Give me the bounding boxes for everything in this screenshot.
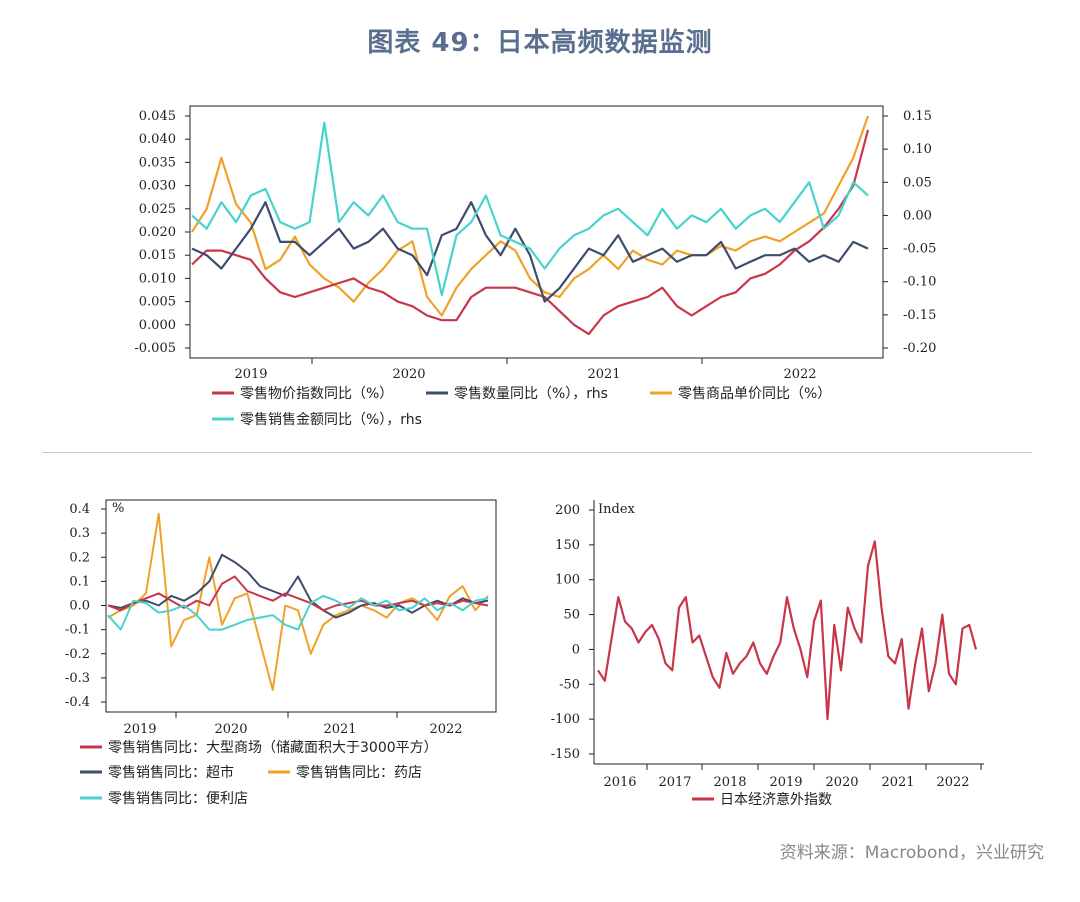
chart1-left-axis-tick-label: -0.005	[134, 341, 176, 356]
chart1-series-line-0	[191, 129, 870, 336]
chart1-series-line-1	[191, 201, 869, 303]
chart1-series-line-2	[191, 115, 870, 317]
chart1-legend-item-2-label: 零售商品单价同比（%）	[678, 386, 831, 402]
chart1-right-axis-tick-label: 0.05	[903, 175, 932, 190]
chart-retail-by-store: % 0.40.30.20.10.0-0.1-0.2-0.3-0.4 2019 20…	[65, 499, 497, 807]
page-title: 图表 49：日本高频数据监测	[367, 28, 713, 58]
chart1-right-axis-tick-label: 0.10	[903, 142, 932, 157]
chart1-legend-item-1-label: 零售数量同比（%），rhs	[454, 386, 608, 402]
chart2-x-axis-tick-label: 2020	[214, 722, 247, 737]
chart2-legend-item-1-label: 零售销售同比：超市	[108, 764, 234, 781]
chart2-y-axis-tick-label: 0.2	[69, 550, 90, 565]
chart1-legend: 零售物价指数同比（%） 零售数量同比（%），rhs 零售商品单价同比（%） 零售销售金…	[212, 386, 831, 428]
chart3-y-axis-tick-label: 0	[572, 642, 580, 657]
chart1-left-axis-tick-label: 0.040	[139, 132, 176, 147]
chart3-y-axis-tick-label: 150	[555, 538, 580, 553]
chart1-right-axis-tick-label: -0.10	[903, 275, 936, 290]
chart1-x-axis-tick-label: 2022	[783, 367, 816, 382]
chart-retail-overview: 0.045 0.040 0.035 0.030 0.025 0.020 0.015 0.010…	[134, 105, 936, 428]
chart2-x-axis-tick-label: 2021	[323, 722, 356, 737]
chart2-series-line-3	[107, 594, 489, 631]
chart2-x-axis: 2019 2020 2021 2022	[123, 712, 463, 737]
chart3-y-axis-tick-label: -50	[559, 677, 580, 692]
chart1-left-axis-tick-label: 0.030	[139, 179, 176, 194]
chart1-left-axis-tick-label: 0.035	[139, 155, 176, 170]
chart1-left-axis-tick-label: 0.045	[139, 109, 176, 124]
chart3-x-axis-tick-label: 2018	[713, 775, 746, 790]
chart2-y-axis-tick-label: 0.1	[69, 574, 90, 589]
chart3-y-axis-tick-label: 200	[555, 503, 580, 518]
chart3-y-axis-tick-label: -150	[551, 747, 580, 762]
chart1-right-axis-tick-label: 0.15	[903, 109, 932, 124]
chart3-x-axis-tick-label: 2022	[936, 775, 969, 790]
chart2-legend: 零售销售同比：大型商场（储藏面积大于3000平方）零售销售同比：超市 零售销售同比…	[80, 740, 438, 807]
chart2-y-axis-tick-label: -0.1	[65, 623, 90, 638]
chart1-left-axis-tick-label: 0.005	[139, 295, 176, 310]
chart1-x-axis-tick-label: 2021	[587, 367, 620, 382]
chart3-x-axis-tick-label: 2017	[658, 775, 691, 790]
chart1-left-axis: 0.045 0.040 0.035 0.030 0.025 0.020 0.015 0.010…	[134, 109, 190, 356]
chart2-legend-item-0-label: 零售销售同比：大型商场（储藏面积大于3000平方）	[108, 740, 438, 756]
chart2-y-axis-tick-label: 0.3	[69, 526, 90, 541]
chart1-left-axis-tick-label: 0.000	[139, 318, 176, 333]
chart2-y-axis-tick-label: -0.2	[65, 647, 90, 662]
chart1-left-axis-tick-label: 0.015	[139, 248, 176, 263]
chart3-y-axis: 200 150 100 50 0 -50 -100 -150	[551, 503, 594, 762]
chart1-x-axis-tick-label: 2019	[234, 367, 267, 382]
chart1-x-axis-tick-label: 2020	[392, 367, 425, 382]
chart3-x-axis-tick-label: 2021	[881, 775, 914, 790]
chart3-y-axis-tick-label: 100	[555, 573, 580, 588]
chart2-unit-label: %	[112, 501, 124, 516]
chart3-x-axis-tick-label: 2020	[825, 775, 858, 790]
chart2-series	[107, 512, 489, 691]
chart2-legend-item-2-label: 零售销售同比：药店	[296, 765, 422, 781]
chart2-legend-item-3-label: 零售销售同比：便利店	[108, 791, 248, 807]
chart1-legend-item-0-label: 零售物价指数同比（%）	[240, 386, 393, 402]
chart3-x-axis: 2016 2017 2018 2019 2020 2021 2022	[603, 764, 982, 790]
chart2-y-axis-tick-label: -0.4	[65, 695, 90, 710]
chart1-left-axis-tick-label: 0.020	[139, 225, 176, 240]
source-note: 资料来源：Macrobond，兴业研究	[779, 843, 1044, 863]
chart3-x-axis-tick-label: 2019	[769, 775, 802, 790]
chart3-series	[597, 540, 978, 721]
chart1-series	[191, 115, 870, 336]
chart3-y-axis-tick-label: -100	[551, 712, 580, 727]
chart1-right-axis: 0.15 0.10 0.05 0.00 -0.05 -0.10 -0.15 -0.20	[883, 109, 936, 356]
chart1-left-axis-tick-label: 0.025	[139, 202, 176, 217]
chart1-series-line-3	[191, 121, 869, 297]
chart3-x-axis-tick-label: 2016	[603, 775, 636, 790]
chart3-y-axis-tick-label: 50	[563, 608, 580, 623]
chart1-right-axis-tick-label: -0.15	[903, 308, 936, 323]
chart2-y-axis: 0.4 0.3 0.2 0.1 0.0 -0.1 -0.2 -0.3 -0.4	[65, 502, 106, 710]
chart2-plot-area	[105, 499, 497, 713]
chart3-legend: 日本经济意外指数	[692, 791, 832, 808]
chart2-x-axis-tick-label: 2022	[429, 722, 462, 737]
chart1-x-axis: 2019 2020 2021 2022	[234, 358, 817, 382]
chart2-x-axis-tick-label: 2019	[123, 722, 156, 737]
chart1-plot-area	[189, 105, 884, 359]
chart3-legend-item-0-label: 日本经济意外指数	[720, 791, 832, 808]
chart1-left-axis-tick-label: 0.010	[139, 271, 176, 286]
chart3-unit-label: Index	[598, 502, 636, 517]
chart3-series-line-0	[597, 540, 978, 721]
chart2-y-axis-tick-label: -0.3	[65, 671, 90, 686]
section-divider	[42, 452, 1032, 453]
chart1-right-axis-tick-label: 0.00	[903, 208, 932, 223]
chart2-series-line-0	[107, 575, 489, 612]
chart1-right-axis-tick-label: -0.20	[903, 341, 936, 356]
chart1-right-axis-tick-label: -0.05	[903, 242, 936, 257]
chart1-legend-item-3-label: 零售销售金额同比（%），rhs	[240, 412, 422, 428]
chart2-y-axis-tick-label: 0.4	[69, 502, 90, 517]
chart2-y-axis-tick-label: 0.0	[69, 599, 90, 614]
